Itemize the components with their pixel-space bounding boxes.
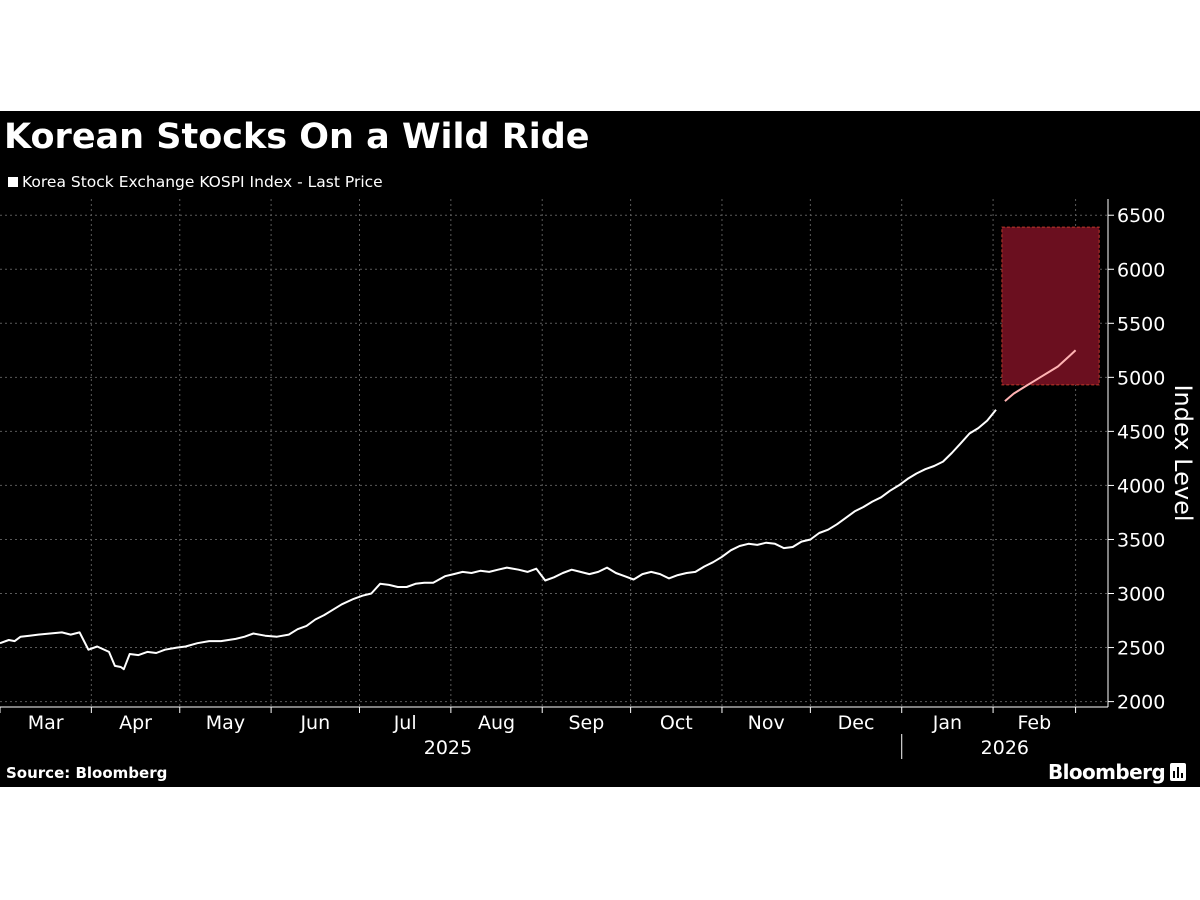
highlight-region (1001, 226, 1100, 386)
y-tick-label: 4500 (1117, 421, 1165, 443)
y-tick-label: 2500 (1117, 638, 1165, 660)
year-label: 2026 (981, 737, 1029, 759)
x-tick-label: Jul (393, 712, 417, 734)
source-note: Source: Bloomberg (6, 764, 168, 782)
y-axis-label: Index Level (1169, 384, 1197, 521)
chart-title: Korean Stocks On a Wild Ride (4, 117, 590, 157)
y-tick-label: 6000 (1117, 259, 1165, 281)
x-tick-label: Jun (299, 712, 330, 734)
brand-name: Bloomberg (1048, 760, 1166, 784)
year-label: 2025 (424, 737, 472, 759)
brand-logo: Bloomberg (1048, 760, 1187, 784)
y-tick-label: 5000 (1117, 367, 1165, 389)
x-tick-label: Feb (1018, 712, 1052, 734)
x-tick-label: Mar (28, 712, 64, 734)
x-tick-label: Apr (119, 712, 152, 734)
x-tick-label: May (206, 712, 245, 734)
y-tick-label: 5500 (1117, 313, 1165, 335)
y-tick-label: 3000 (1117, 584, 1165, 606)
legend-swatch (8, 177, 18, 187)
y-tick-label: 3500 (1117, 529, 1165, 551)
x-tick-label: Aug (478, 712, 515, 734)
x-tick-label: Oct (660, 712, 693, 734)
y-tick-label: 4000 (1117, 475, 1165, 497)
chart-panel (0, 111, 1200, 787)
y-tick-label: 2000 (1117, 692, 1165, 714)
chart-icon (1170, 763, 1187, 781)
legend: Korea Stock Exchange KOSPI Index - Last … (8, 173, 383, 191)
x-tick-label: Dec (838, 712, 875, 734)
series-line-highlighted (1004, 349, 1077, 402)
x-tick-label: Jan (932, 712, 962, 734)
y-tick-label: 6500 (1117, 205, 1165, 227)
legend-label: Korea Stock Exchange KOSPI Index - Last … (22, 173, 383, 191)
x-tick-label: Nov (748, 712, 785, 734)
x-tick-label: Sep (569, 712, 605, 734)
series-line (0, 409, 997, 671)
